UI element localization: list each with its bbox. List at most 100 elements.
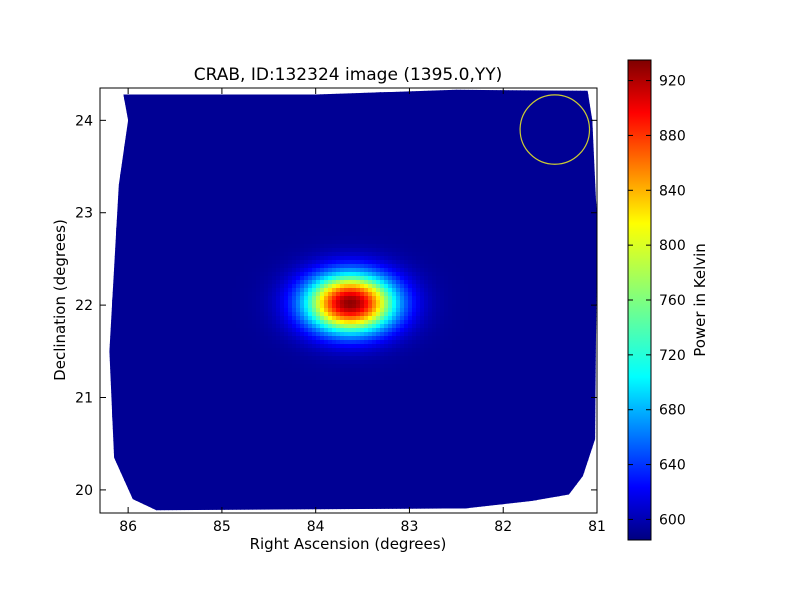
heatmap-cell xyxy=(348,116,353,121)
heatmap-cell xyxy=(204,196,209,201)
heatmap-cell xyxy=(400,128,405,133)
heatmap-cell xyxy=(412,176,417,181)
heatmap-cell xyxy=(516,164,521,169)
heatmap-cell xyxy=(576,204,581,209)
heatmap-cell xyxy=(276,184,281,189)
heatmap-cell xyxy=(488,240,493,245)
heatmap-cell xyxy=(580,89,585,93)
heatmap-cell xyxy=(400,100,405,105)
heatmap-cell xyxy=(488,188,493,193)
heatmap-cell xyxy=(376,224,381,229)
heatmap-cell xyxy=(200,156,205,161)
heatmap-cell xyxy=(312,228,317,233)
heatmap-cell xyxy=(484,208,489,213)
heatmap-cell xyxy=(420,168,425,173)
heatmap-cell xyxy=(292,100,297,105)
heatmap-cell xyxy=(568,180,573,185)
heatmap-cell xyxy=(208,140,213,145)
heatmap-cell xyxy=(436,112,441,117)
heatmap-cell xyxy=(284,112,289,117)
heatmap-cell xyxy=(376,180,381,185)
heatmap-cell xyxy=(152,212,157,217)
heatmap-cell xyxy=(356,164,361,169)
heatmap-cell xyxy=(180,200,185,205)
heatmap-cell xyxy=(588,160,593,165)
heatmap-cell xyxy=(332,160,337,165)
heatmap-cell xyxy=(128,116,133,121)
heatmap-cell xyxy=(148,200,153,205)
heatmap-cell xyxy=(460,232,465,237)
heatmap-cell xyxy=(500,168,505,173)
heatmap-cell xyxy=(452,188,457,193)
heatmap-cell xyxy=(516,152,521,157)
heatmap-cell xyxy=(288,128,293,133)
heatmap-cell xyxy=(184,104,189,109)
heatmap-cell xyxy=(356,188,361,193)
heatmap-cell xyxy=(376,188,381,193)
heatmap-cell xyxy=(224,164,229,169)
heatmap-cell xyxy=(144,104,149,109)
heatmap-cell xyxy=(412,160,417,165)
heatmap-cell xyxy=(360,100,365,105)
heatmap-cell xyxy=(136,176,141,181)
heatmap-cell xyxy=(436,176,441,181)
heatmap-cell xyxy=(164,136,169,141)
heatmap-cell xyxy=(196,208,201,213)
heatmap-cell xyxy=(348,120,353,125)
heatmap-cell xyxy=(360,204,365,209)
heatmap-cell xyxy=(308,96,313,101)
heatmap-cell xyxy=(392,120,397,125)
heatmap-cell xyxy=(284,132,289,137)
heatmap-cell xyxy=(436,224,441,229)
heatmap-cell xyxy=(588,204,593,209)
heatmap-cell xyxy=(440,172,445,177)
heatmap-cell xyxy=(552,220,557,225)
heatmap-cell xyxy=(368,208,373,213)
heatmap-cell xyxy=(444,236,449,241)
heatmap-cell xyxy=(464,216,469,221)
heatmap-cell xyxy=(136,104,141,109)
heatmap-cell xyxy=(424,240,429,245)
heatmap-cell xyxy=(236,132,241,137)
heatmap-cell xyxy=(212,128,217,133)
heatmap-cell xyxy=(352,244,357,249)
heatmap-cell xyxy=(312,220,317,225)
heatmap-cell xyxy=(220,112,225,117)
heatmap-cell xyxy=(548,244,553,249)
heatmap-cell xyxy=(504,188,509,193)
heatmap-cell xyxy=(300,232,305,237)
heatmap-cell xyxy=(404,220,409,225)
heatmap-cell xyxy=(244,140,249,145)
heatmap-cell xyxy=(244,104,249,109)
heatmap-cell xyxy=(408,100,413,105)
heatmap-cell xyxy=(496,212,501,217)
heatmap-cell xyxy=(432,188,437,193)
heatmap-cell xyxy=(524,224,529,229)
heatmap-cell xyxy=(272,108,277,113)
heatmap-cell xyxy=(192,116,197,121)
heatmap-cell xyxy=(588,156,593,161)
heatmap-cell xyxy=(356,112,361,117)
heatmap-cell xyxy=(520,164,525,169)
heatmap-cell xyxy=(392,100,397,105)
heatmap-cell xyxy=(340,92,345,97)
heatmap-cell xyxy=(308,160,313,165)
heatmap-cell xyxy=(552,116,557,121)
heatmap-cell xyxy=(272,112,277,117)
heatmap-cell xyxy=(296,184,301,189)
heatmap-cell xyxy=(472,188,477,193)
heatmap-cell xyxy=(396,152,401,157)
heatmap-cell xyxy=(464,208,469,213)
heatmap-cell xyxy=(272,196,277,201)
heatmap-cell xyxy=(272,236,277,241)
heatmap-cell xyxy=(152,112,157,117)
heatmap-cell xyxy=(564,156,569,161)
heatmap-cell xyxy=(396,224,401,229)
heatmap-cell xyxy=(440,164,445,169)
heatmap-cell xyxy=(384,124,389,129)
heatmap-cell xyxy=(484,140,489,145)
heatmap-cell xyxy=(236,188,241,193)
heatmap-cell xyxy=(276,112,281,117)
heatmap-cell xyxy=(524,124,529,129)
heatmap-cell xyxy=(300,236,305,241)
